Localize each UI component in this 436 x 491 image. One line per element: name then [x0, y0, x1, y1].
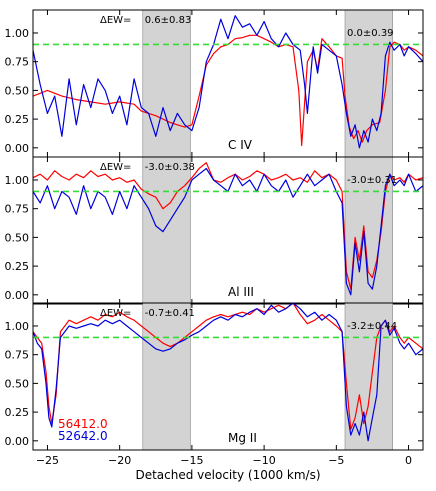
y-tick-label: 1.00 — [5, 174, 30, 187]
x-tick-label: 0 — [405, 454, 412, 467]
delta-ew-value-1: -3.0±0.31 — [347, 175, 397, 186]
legend-entry-1: 52642.0 — [58, 429, 108, 443]
series-blue-line — [33, 15, 423, 149]
y-tick-label: 0.00 — [5, 142, 30, 155]
x-tick-label: −25 — [36, 454, 59, 467]
shaded-band-1 — [344, 302, 393, 451]
ion-label: Al III — [228, 285, 254, 299]
panel-2: 0.00 0.25 0.50 0.75 1.00 ΔEW= -0.7±0.41 -3.2±0.… — [5, 302, 424, 451]
delta-ew-label: ΔEW= — [100, 15, 131, 26]
delta-ew-value-1: 0.0±0.39 — [347, 28, 394, 39]
series-red-line — [33, 162, 423, 290]
panel-frame — [32, 302, 424, 451]
y-tick-label: 1.00 — [5, 320, 30, 333]
y-tick-label: 0.75 — [5, 203, 30, 216]
delta-ew-label: ΔEW= — [100, 308, 131, 319]
y-tick-label: 1.00 — [5, 27, 30, 40]
x-tick-label: −20 — [108, 454, 131, 467]
y-tick-label: 0.50 — [5, 231, 30, 244]
ion-label: Mg II — [228, 431, 257, 445]
y-tick-label: 0.50 — [5, 377, 30, 390]
series-blue-line — [33, 167, 423, 296]
y-tick-label: 0.75 — [5, 349, 30, 362]
shaded-band-1 — [344, 9, 393, 158]
legend-entry-0: 56412.0 — [58, 417, 108, 431]
y-tick-label: 0.75 — [5, 56, 30, 69]
delta-ew-value-0: -0.7±0.41 — [145, 308, 195, 319]
delta-ew-label: ΔEW= — [100, 162, 131, 173]
y-tick-label: 0.25 — [5, 260, 30, 273]
y-tick-label: 0.00 — [5, 435, 30, 448]
panel-1: 0.00 0.25 0.50 0.75 1.00 ΔEW= -3.0±0.38 -3.0±0.… — [5, 156, 424, 305]
ion-label: C IV — [228, 138, 253, 152]
y-tick-label: 0.25 — [5, 406, 30, 419]
series-blue-line — [33, 303, 423, 442]
delta-ew-value-0: 0.6±0.83 — [145, 15, 192, 26]
delta-ew-value-1: -3.2±0.44 — [347, 321, 397, 332]
delta-ew-value-0: -3.0±0.38 — [145, 162, 195, 173]
shaded-band-0 — [142, 302, 191, 451]
panel-0: 0.00 0.25 0.50 0.75 1.00 ΔEW= 0.6±0.83 0.0±0.39… — [5, 9, 424, 158]
shaded-band-0 — [142, 156, 191, 305]
x-tick-label: −10 — [253, 454, 276, 467]
shaded-band-1 — [344, 156, 393, 305]
y-tick-label: 0.25 — [5, 113, 30, 126]
y-tick-label: 0.50 — [5, 84, 30, 97]
panel-frame — [32, 156, 424, 305]
shaded-band-0 — [142, 9, 191, 158]
x-tick-label: −15 — [180, 454, 203, 467]
x-tick-label: −5 — [328, 454, 344, 467]
x-axis-label: Detached velocity (1000 km/s) — [135, 468, 320, 482]
y-tick-label: 0.00 — [5, 289, 30, 302]
